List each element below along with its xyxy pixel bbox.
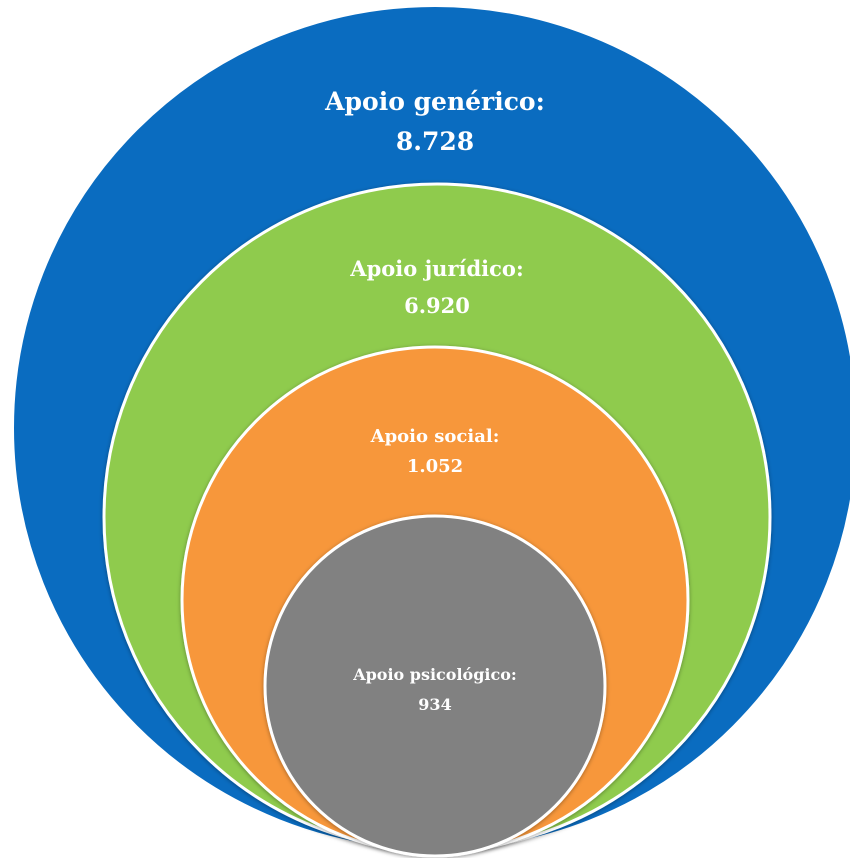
circle-value-3: 1.052 <box>407 456 463 477</box>
circle-value-2: 6.920 <box>404 293 470 318</box>
circle-value-4: 934 <box>418 695 451 714</box>
circle-label-1: Apoio genérico: <box>324 87 545 116</box>
circle-4 <box>263 514 607 858</box>
circle-label-4: Apoio psicológico: <box>352 665 517 684</box>
circle-value-1: 8.728 <box>396 127 474 156</box>
circle-label-2: Apoio jurídico: <box>349 256 523 281</box>
circle-label-3: Apoio social: <box>370 426 500 447</box>
